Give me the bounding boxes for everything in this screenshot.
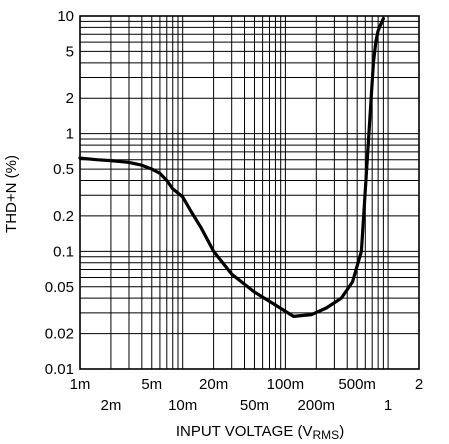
x-tick-label: 100m bbox=[267, 376, 305, 393]
grid-lines bbox=[80, 16, 419, 369]
x-tick-label: 20m bbox=[199, 376, 228, 393]
x-tick-label: 5m bbox=[141, 376, 162, 393]
x-tick-label: 2m bbox=[100, 397, 121, 414]
y-tick-labels: 10 5 2 1 0.5 0.2 0.1 0.05 0.02 0.01 bbox=[45, 8, 74, 378]
y-axis-label: THD+N (%) bbox=[3, 155, 20, 233]
y-tick-label: 5 bbox=[66, 43, 74, 60]
x-tick-label: 1m bbox=[70, 376, 91, 393]
plot-frame bbox=[79, 15, 420, 370]
x-tick-labels: 1m 5m 20m 100m 500m 2 2m 10m 50m 200m 1 bbox=[70, 376, 424, 414]
y-tick-label: 0.5 bbox=[53, 161, 74, 178]
y-tick-label: 0.1 bbox=[53, 243, 74, 260]
thd-curve bbox=[78, 17, 385, 318]
y-tick-label: 2 bbox=[66, 90, 74, 107]
x-tick-label: 1 bbox=[384, 397, 392, 414]
y-tick-label: 10 bbox=[57, 8, 74, 25]
x-tick-label: 500m bbox=[338, 376, 376, 393]
x-tick-label: 10m bbox=[168, 397, 197, 414]
x-tick-label: 200m bbox=[298, 397, 336, 414]
y-tick-label: 0.2 bbox=[53, 208, 74, 225]
y-tick-label: 0.01 bbox=[45, 361, 74, 378]
x-axis-label-subscript: RMS bbox=[313, 428, 340, 442]
x-axis-label-main: INPUT VOLTAGE (V bbox=[176, 423, 313, 440]
x-tick-label: 2 bbox=[415, 376, 423, 393]
x-axis-label-close: ) bbox=[339, 423, 344, 440]
x-axis-label: INPUT VOLTAGE (VRMS) bbox=[176, 423, 344, 442]
y-tick-label: 1 bbox=[66, 126, 74, 143]
y-tick-label: 0.02 bbox=[45, 326, 74, 343]
y-tick-label: 0.05 bbox=[45, 279, 74, 296]
x-tick-label: 50m bbox=[240, 397, 269, 414]
